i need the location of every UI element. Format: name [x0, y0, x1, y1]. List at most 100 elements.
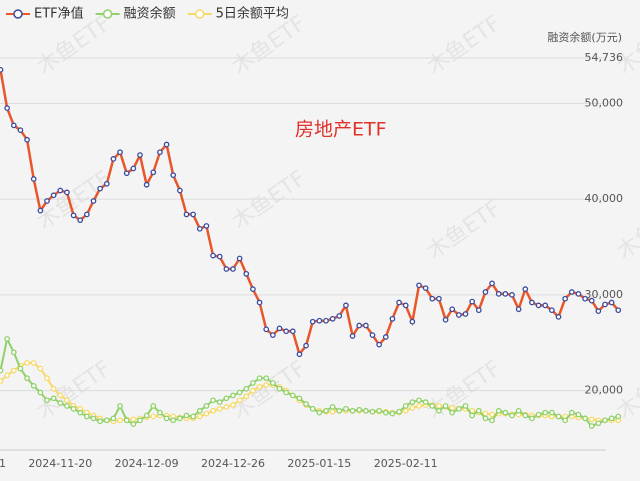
point-marker: [270, 332, 276, 338]
point-marker: [296, 395, 303, 402]
point-marker: [515, 306, 522, 313]
point-marker: [203, 223, 210, 229]
point-marker: [44, 375, 50, 382]
point-marker: [549, 307, 555, 314]
point-marker: [137, 152, 143, 158]
annotation: 房地产ETF: [295, 119, 387, 141]
point-marker: [230, 402, 236, 408]
point-marker: [475, 407, 482, 414]
point-marker: [57, 400, 64, 406]
point-marker: [123, 170, 130, 177]
y-tick-label: 20,000: [585, 384, 624, 397]
point-marker: [588, 416, 595, 423]
legend-label: 融资余额: [124, 6, 176, 22]
point-marker: [263, 326, 270, 333]
point-marker: [250, 286, 256, 292]
point-marker: [170, 172, 177, 179]
point-marker: [416, 397, 422, 404]
point-marker: [243, 385, 250, 392]
point-marker: [489, 417, 495, 424]
point-marker: [515, 407, 522, 414]
point-marker: [416, 403, 422, 409]
point-marker: [588, 297, 595, 304]
point-marker: [509, 292, 515, 298]
point-marker: [64, 403, 70, 409]
point-marker: [196, 225, 203, 232]
point-marker: [575, 291, 582, 297]
point-marker: [256, 299, 263, 306]
point-marker: [309, 318, 316, 325]
point-marker: [442, 316, 449, 323]
point-marker: [562, 417, 568, 424]
point-marker: [396, 408, 402, 415]
point-marker: [117, 149, 123, 156]
point-marker: [103, 417, 110, 424]
point-marker: [210, 252, 216, 259]
point-marker: [615, 413, 622, 420]
point-marker: [37, 365, 44, 372]
point-marker: [157, 149, 163, 156]
point-marker: [456, 312, 462, 318]
point-marker: [64, 397, 70, 404]
point-marker: [256, 383, 263, 390]
point-marker: [389, 315, 396, 322]
point-marker: [382, 334, 389, 340]
point-marker: [84, 413, 90, 420]
point-marker: [436, 407, 442, 414]
point-marker: [4, 372, 10, 379]
point-marker: [210, 407, 216, 414]
point-marker: [177, 187, 183, 194]
point-marker: [276, 385, 283, 392]
point-marker: [582, 295, 588, 302]
point-marker: [137, 417, 143, 424]
point-marker: [389, 410, 396, 417]
point-marker: [329, 404, 336, 410]
point-marker: [70, 212, 77, 219]
y-tick-label: 40,000: [585, 192, 624, 205]
point-marker: [535, 411, 542, 418]
point-marker: [150, 403, 157, 409]
point-marker: [90, 198, 97, 204]
point-marker: [316, 409, 323, 416]
point-marker: [110, 156, 117, 162]
point-marker: [110, 415, 117, 422]
point-marker: [283, 389, 289, 396]
x-tick-label: 2025-01-15: [287, 457, 351, 470]
point-marker: [336, 313, 343, 319]
point-marker: [230, 392, 236, 399]
point-marker: [37, 207, 44, 214]
point-marker: [243, 393, 250, 400]
point-marker: [143, 412, 150, 419]
point-marker: [30, 360, 37, 366]
point-marker: [529, 415, 535, 422]
point-marker: [615, 307, 622, 314]
point-marker: [602, 301, 608, 308]
watermark: 木鱼ETF: [613, 11, 640, 80]
point-marker: [50, 192, 57, 199]
point-marker: [236, 389, 243, 396]
point-marker: [0, 378, 4, 384]
point-marker: [336, 407, 343, 414]
point-marker: [223, 395, 230, 402]
point-marker: [64, 189, 70, 196]
point-marker: [50, 385, 57, 392]
point-marker: [522, 286, 529, 292]
point-marker: [223, 404, 230, 410]
point-marker: [323, 317, 329, 324]
point-marker: [70, 405, 77, 412]
point-marker: [343, 405, 349, 412]
point-marker: [303, 342, 309, 349]
point-marker: [595, 308, 602, 314]
point-marker: [163, 415, 170, 422]
point-marker: [203, 403, 210, 409]
point-marker: [10, 349, 17, 356]
point-marker: [555, 314, 562, 320]
point-marker: [363, 407, 369, 414]
point-marker: [409, 318, 416, 325]
point-marker: [77, 217, 84, 224]
point-marker: [489, 411, 495, 418]
point-marker: [316, 317, 323, 324]
point-marker: [309, 405, 316, 412]
watermark: 木鱼ETF: [423, 196, 506, 265]
